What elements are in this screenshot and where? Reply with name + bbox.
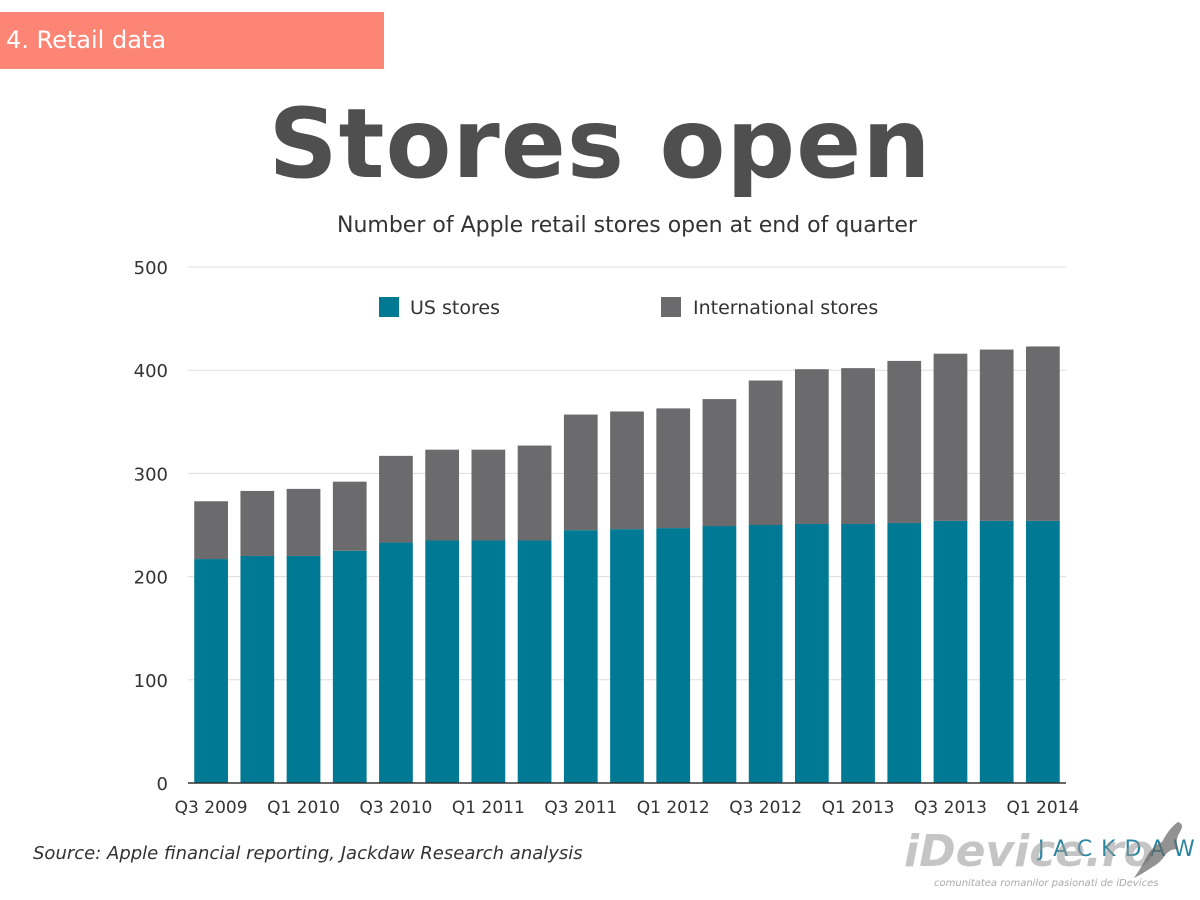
y-tick-label: 200 xyxy=(134,568,168,589)
bar-international-stores xyxy=(240,490,275,556)
bar-international-stores xyxy=(563,414,598,531)
chart-container: Number of Apple retail stores open at en… xyxy=(0,195,1200,835)
x-tick-label: Q3 2010 xyxy=(360,798,433,818)
bar-us-stores xyxy=(841,523,875,783)
bar-international-stores xyxy=(794,369,829,524)
chart-legend: US stores International stores xyxy=(379,297,878,319)
bar-us-stores xyxy=(610,529,644,783)
y-tick-label: 400 xyxy=(134,361,168,382)
x-tick-label: Q3 2013 xyxy=(914,798,987,818)
bar-international-stores xyxy=(841,368,875,524)
bar-international-stores xyxy=(702,399,737,527)
x-tick-label: Q1 2011 xyxy=(452,798,525,818)
source-note: Source: Apple financial reporting, Jackd… xyxy=(33,843,583,864)
bar-international-stores xyxy=(933,353,968,521)
x-tick-label: Q1 2013 xyxy=(822,798,895,818)
bar-us-stores xyxy=(471,540,506,783)
bar-us-stores xyxy=(517,540,552,783)
bar-international-stores xyxy=(286,488,321,556)
x-tick-label: Q3 2009 xyxy=(175,798,248,818)
bar-international-stores xyxy=(979,349,1014,521)
bar-us-stores xyxy=(194,559,228,783)
bar-international-stores xyxy=(332,481,367,551)
bar-us-stores xyxy=(563,530,598,783)
bar-international-stores xyxy=(471,449,506,541)
bar-us-stores xyxy=(379,542,413,783)
bird-icon xyxy=(1134,822,1182,878)
bar-us-stores xyxy=(656,528,691,783)
y-tick-label: 100 xyxy=(134,671,168,692)
bar-us-stores xyxy=(286,555,321,783)
x-axis-tick-labels: Q3 2009 Q1 2010 Q3 2010 Q1 2011 Q3 2011 Q1 20… xyxy=(175,798,1080,818)
x-tick-label: Q1 2010 xyxy=(267,798,340,818)
bar-international-stores xyxy=(610,411,644,530)
page-title: Stores open xyxy=(268,88,932,200)
bar-us-stores xyxy=(887,522,922,783)
x-tick-label: Q1 2012 xyxy=(637,798,710,818)
bar-us-stores xyxy=(702,526,737,783)
watermark-name: iDevice.ro xyxy=(904,826,1154,877)
bar-international-stores xyxy=(887,360,922,523)
section-tag: 4. Retail data xyxy=(0,12,384,69)
bar-international-stores xyxy=(425,449,460,541)
legend-label-us-stores: US stores xyxy=(410,297,500,319)
x-tick-label: Q1 2014 xyxy=(1006,798,1079,818)
chart-title: Number of Apple retail stores open at en… xyxy=(337,213,918,238)
bar-international-stores xyxy=(1026,346,1060,521)
watermark-tagline: comunitatea romanilor pasionati de iDevi… xyxy=(934,878,1159,889)
bar-us-stores xyxy=(425,540,460,783)
x-tick-label: Q3 2012 xyxy=(729,798,802,818)
y-tick-label: 500 xyxy=(134,258,168,279)
bar-us-stores xyxy=(240,555,275,783)
stacked-bar-chart: Number of Apple retail stores open at en… xyxy=(134,213,1080,818)
bar-international-stores xyxy=(379,455,413,543)
bar-international-stores xyxy=(748,380,783,525)
legend-swatch-international-stores xyxy=(661,297,681,317)
legend-swatch-us-stores xyxy=(379,297,399,317)
bar-international-stores xyxy=(656,408,691,529)
legend-label-international-stores: International stores xyxy=(693,297,878,319)
x-tick-label: Q3 2011 xyxy=(544,798,617,818)
bar-international-stores xyxy=(194,501,228,560)
bar-us-stores xyxy=(794,523,829,783)
bar-us-stores xyxy=(332,550,367,783)
watermark-logo: iDevice.ro comunitatea romanilor pasiona… xyxy=(900,820,1190,895)
bar-us-stores xyxy=(748,525,783,783)
bar-series xyxy=(194,346,1060,783)
y-tick-label: 0 xyxy=(157,774,168,795)
y-axis-tick-labels: 0 100 200 300 400 500 xyxy=(134,258,168,795)
y-tick-label: 300 xyxy=(134,464,168,485)
bar-us-stores xyxy=(979,520,1014,783)
bar-us-stores xyxy=(1026,520,1060,783)
bar-us-stores xyxy=(933,520,968,783)
bar-international-stores xyxy=(517,445,552,541)
